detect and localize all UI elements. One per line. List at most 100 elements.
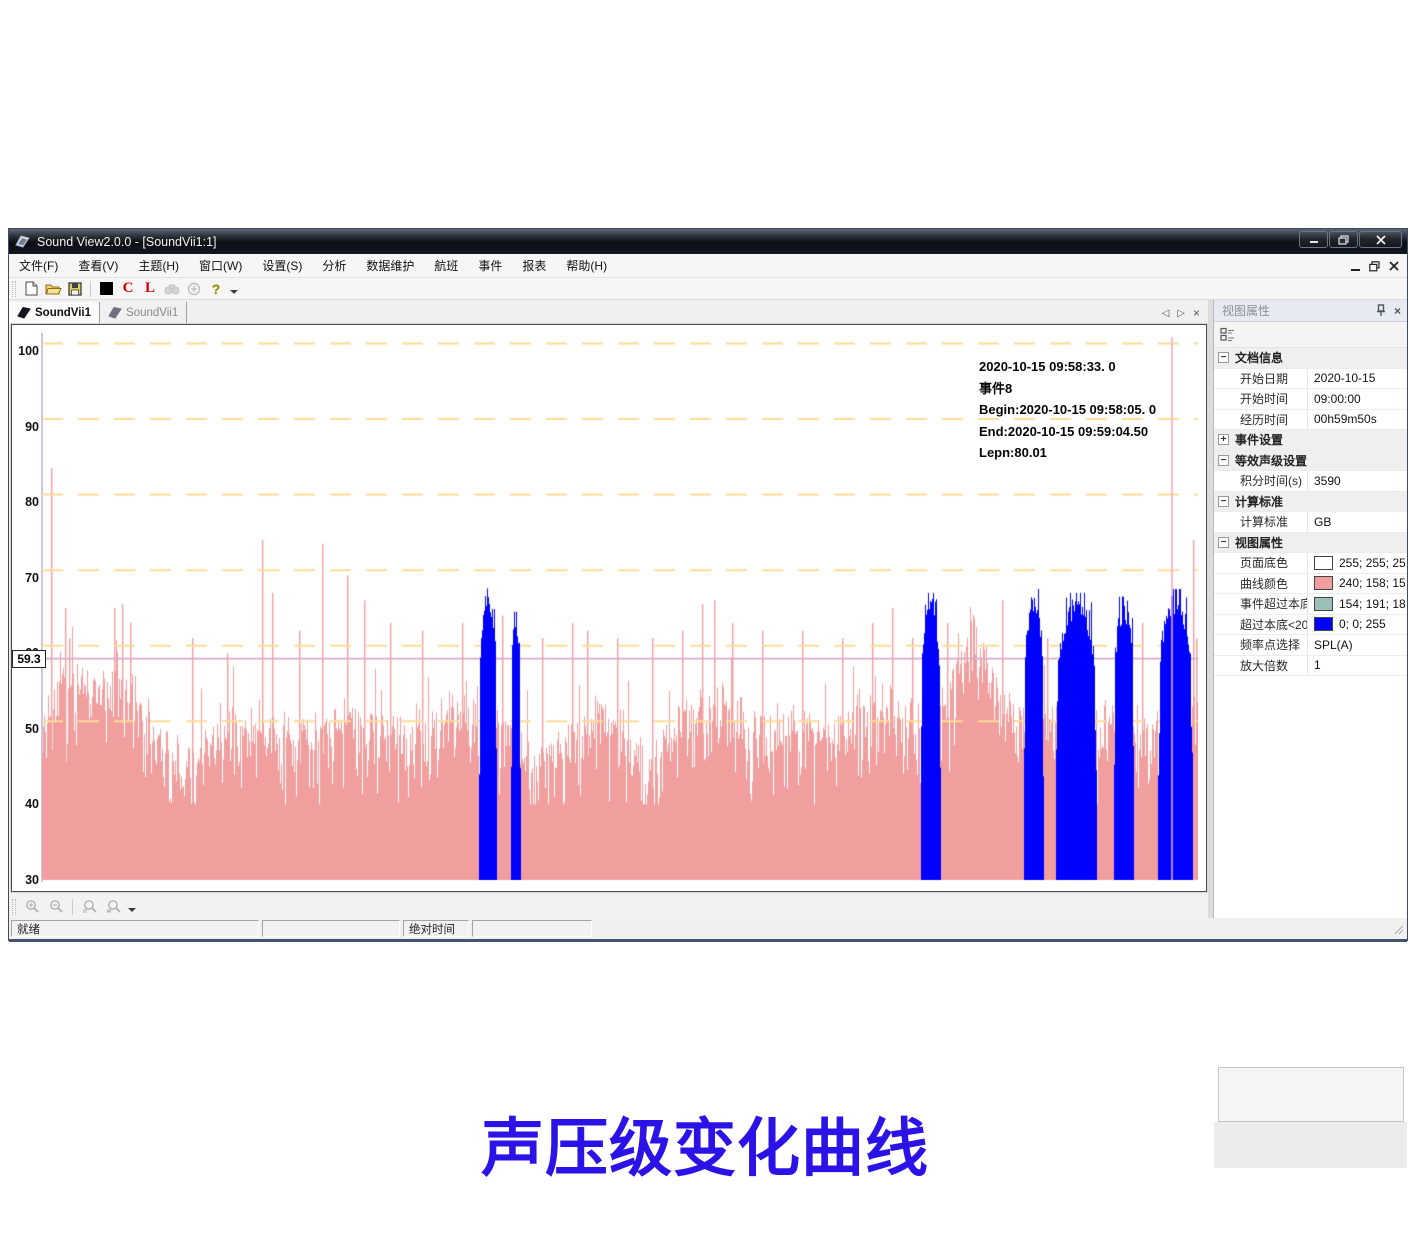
zoom-reset-button[interactable]: [101, 897, 125, 917]
color-swatch[interactable]: [1314, 576, 1333, 591]
panel-splitter[interactable]: [1208, 300, 1213, 940]
help-button[interactable]: ?: [205, 279, 227, 299]
new-file-icon: [25, 281, 37, 296]
property-category-row[interactable]: − 计算标准: [1214, 491, 1407, 512]
event-annotation-line: 2020-10-15 09:58:33. 0: [979, 359, 1116, 374]
property-value[interactable]: 00h59m50s: [1308, 412, 1377, 426]
menu-item-1[interactable]: 查看(V): [78, 259, 119, 273]
tab-close-icon[interactable]: ×: [1192, 306, 1200, 320]
property-label: 超过本底<20dB: [1214, 614, 1308, 634]
open-file-button[interactable]: [42, 279, 64, 299]
property-value[interactable]: 2020-10-15: [1308, 371, 1375, 385]
mdi-close-button[interactable]: [1389, 261, 1399, 271]
property-value[interactable]: 240; 158; 15: [1308, 576, 1406, 591]
collapse-icon[interactable]: −: [1218, 352, 1229, 364]
window-minimize-button[interactable]: [1299, 231, 1328, 248]
property-category-row[interactable]: − 等效声级设置: [1214, 450, 1407, 471]
menu-item-6[interactable]: 数据维护: [366, 259, 415, 273]
window-restore-button[interactable]: [1329, 231, 1358, 248]
spl-curve-canvas[interactable]: [42, 335, 1198, 882]
window-close-button[interactable]: [1359, 231, 1402, 248]
toolbar-grip[interactable]: [12, 280, 16, 297]
menu-item-5[interactable]: 分析: [322, 259, 347, 273]
panel-header[interactable]: 视图属性 ×: [1214, 300, 1407, 322]
save-button[interactable]: [64, 279, 86, 299]
mdi-restore-button[interactable]: [1369, 260, 1380, 272]
y-axis-tick-label: 70: [25, 570, 39, 585]
property-value[interactable]: 154; 191; 18: [1308, 596, 1406, 611]
property-value[interactable]: 1: [1308, 658, 1321, 672]
menu-item-0[interactable]: 文件(F): [19, 259, 59, 273]
property-row: 开始时间 09:00:00: [1214, 389, 1407, 410]
color-swatch[interactable]: [1314, 555, 1333, 570]
tab-scroll-right-icon[interactable]: ▷: [1177, 307, 1185, 319]
property-row: 经历时间 00h59m50s: [1214, 409, 1407, 430]
property-value[interactable]: GB: [1308, 515, 1331, 529]
mdi-minimize-button[interactable]: [1351, 269, 1360, 271]
property-label: 曲线颜色: [1214, 573, 1308, 593]
menu-item-2[interactable]: 主题(H): [138, 259, 179, 273]
y-axis-tick-label: 30: [25, 873, 39, 887]
property-category-row[interactable]: − 视图属性: [1214, 532, 1407, 553]
expand-icon[interactable]: +: [1218, 434, 1229, 446]
property-value[interactable]: 255; 255; 25: [1308, 555, 1406, 570]
resize-grip[interactable]: [1392, 922, 1405, 935]
property-label: 放大倍数: [1214, 655, 1308, 675]
status-panel-2: 绝对时间: [403, 920, 469, 937]
status-bar: 就绪 绝对时间: [9, 918, 1407, 939]
property-label: 开始日期: [1214, 368, 1308, 388]
search-button[interactable]: [161, 279, 183, 299]
property-value-text: SPL(A): [1314, 637, 1353, 652]
document-tab-icon: [108, 307, 122, 319]
app-window: Sound View2.0.0 - [SoundVii1:1] 文件(F) 查看(…: [8, 228, 1408, 1168]
categorized-view-icon[interactable]: [1220, 327, 1236, 342]
new-file-button[interactable]: [20, 279, 42, 299]
binoculars-icon: [164, 284, 180, 294]
property-value[interactable]: 09:00:00: [1308, 392, 1361, 406]
property-value[interactable]: 3590: [1308, 474, 1341, 488]
tab-soundvii1-active[interactable]: SoundVii1: [9, 302, 101, 324]
property-label: 计算标准: [1214, 512, 1308, 532]
color-swatch[interactable]: [1314, 617, 1333, 632]
property-category-row[interactable]: − 文档信息: [1214, 348, 1407, 369]
zoom-tool-button[interactable]: [183, 279, 205, 299]
pin-icon[interactable]: [1376, 304, 1386, 317]
property-label: 页面底色: [1214, 553, 1308, 573]
help-icon: ?: [211, 280, 221, 297]
category-label: 文档信息: [1235, 351, 1284, 366]
property-value[interactable]: 0; 0; 255: [1308, 617, 1386, 632]
zoom-window-button[interactable]: [77, 897, 101, 917]
status-panel-3: [472, 920, 592, 937]
zoom-out-button[interactable]: [44, 897, 68, 917]
property-value[interactable]: SPL(A): [1308, 638, 1353, 652]
collapse-icon[interactable]: −: [1218, 495, 1229, 507]
zoom-out-icon: [49, 900, 63, 913]
tab-scroll-left-icon[interactable]: ◁: [1161, 307, 1170, 319]
tab-soundvii1-inactive[interactable]: SoundVii1: [100, 302, 188, 324]
event-annotation-line: 事件8: [979, 380, 1013, 396]
toolbar-options-arrow[interactable]: [230, 289, 238, 294]
c-weighting-button[interactable]: C: [117, 279, 139, 299]
collapse-icon[interactable]: −: [1218, 536, 1229, 548]
collapse-icon[interactable]: −: [1218, 454, 1229, 466]
menu-item-4[interactable]: 设置(S): [262, 259, 303, 273]
menu-item-8[interactable]: 事件: [478, 259, 503, 273]
title-bar[interactable]: Sound View2.0.0 - [SoundVii1:1]: [9, 229, 1407, 254]
tab-label: SoundVii1: [126, 307, 179, 319]
toolbar-options-arrow[interactable]: [128, 907, 136, 912]
y-axis-tick-label: 80: [25, 495, 39, 510]
l-weighting-button[interactable]: L: [139, 279, 161, 299]
menu-item-3[interactable]: 窗口(W): [199, 259, 243, 273]
menu-item-10[interactable]: 帮助(H): [566, 259, 608, 273]
status-panel-1: [262, 920, 400, 937]
panel-close-icon[interactable]: ×: [1393, 303, 1401, 318]
menu-item-7[interactable]: 航班: [434, 259, 459, 273]
color-swatch[interactable]: [1314, 596, 1333, 611]
color-button[interactable]: [95, 279, 117, 299]
toolbar-separator: [72, 898, 73, 915]
y-axis-tick-label: 90: [25, 419, 39, 434]
menu-item-9[interactable]: 报表: [522, 259, 547, 273]
property-category-row[interactable]: + 事件设置: [1214, 430, 1407, 451]
zoom-in-button[interactable]: [20, 897, 44, 917]
toolbar-grip[interactable]: [12, 898, 16, 915]
